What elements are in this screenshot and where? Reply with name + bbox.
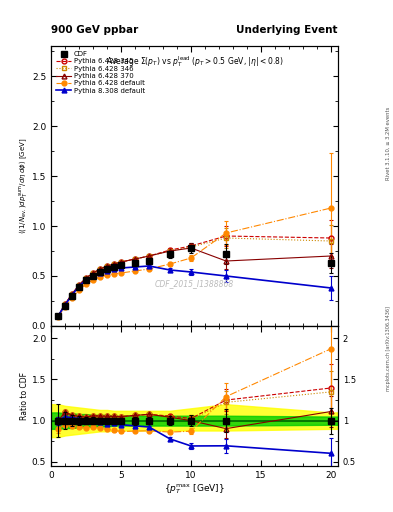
Text: Average $\Sigma(p_T)$ vs $p_T^\mathrm{lead}$ ($p_T > 0.5$ GeV, $|\eta| < 0.8$): Average $\Sigma(p_T)$ vs $p_T^\mathrm{le… [106,54,283,70]
Text: 900 GeV ppbar: 900 GeV ppbar [51,25,138,35]
Text: mcplots.cern.ch [arXiv:1306.3436]: mcplots.cern.ch [arXiv:1306.3436] [386,306,391,391]
Text: Rivet 3.1.10, ≥ 3.2M events: Rivet 3.1.10, ≥ 3.2M events [386,106,391,180]
Text: Underlying Event: Underlying Event [237,25,338,35]
Legend: CDF, Pythia 6.428 345, Pythia 6.428 346, Pythia 6.428 370, Pythia 6.428 default,: CDF, Pythia 6.428 345, Pythia 6.428 346,… [53,48,148,97]
Text: CDF_2015_I1388868: CDF_2015_I1388868 [155,280,234,288]
X-axis label: $\{p_T^\mathrm{max}$ [GeV]$\}$: $\{p_T^\mathrm{max}$ [GeV]$\}$ [164,482,225,496]
Y-axis label: $\langle(1/N_\mathrm{ev.}) dp_T^\mathrm{sum}/d\eta\, d\phi\rangle$ [GeV]: $\langle(1/N_\mathrm{ev.}) dp_T^\mathrm{… [17,138,29,234]
Y-axis label: Ratio to CDF: Ratio to CDF [20,372,29,420]
